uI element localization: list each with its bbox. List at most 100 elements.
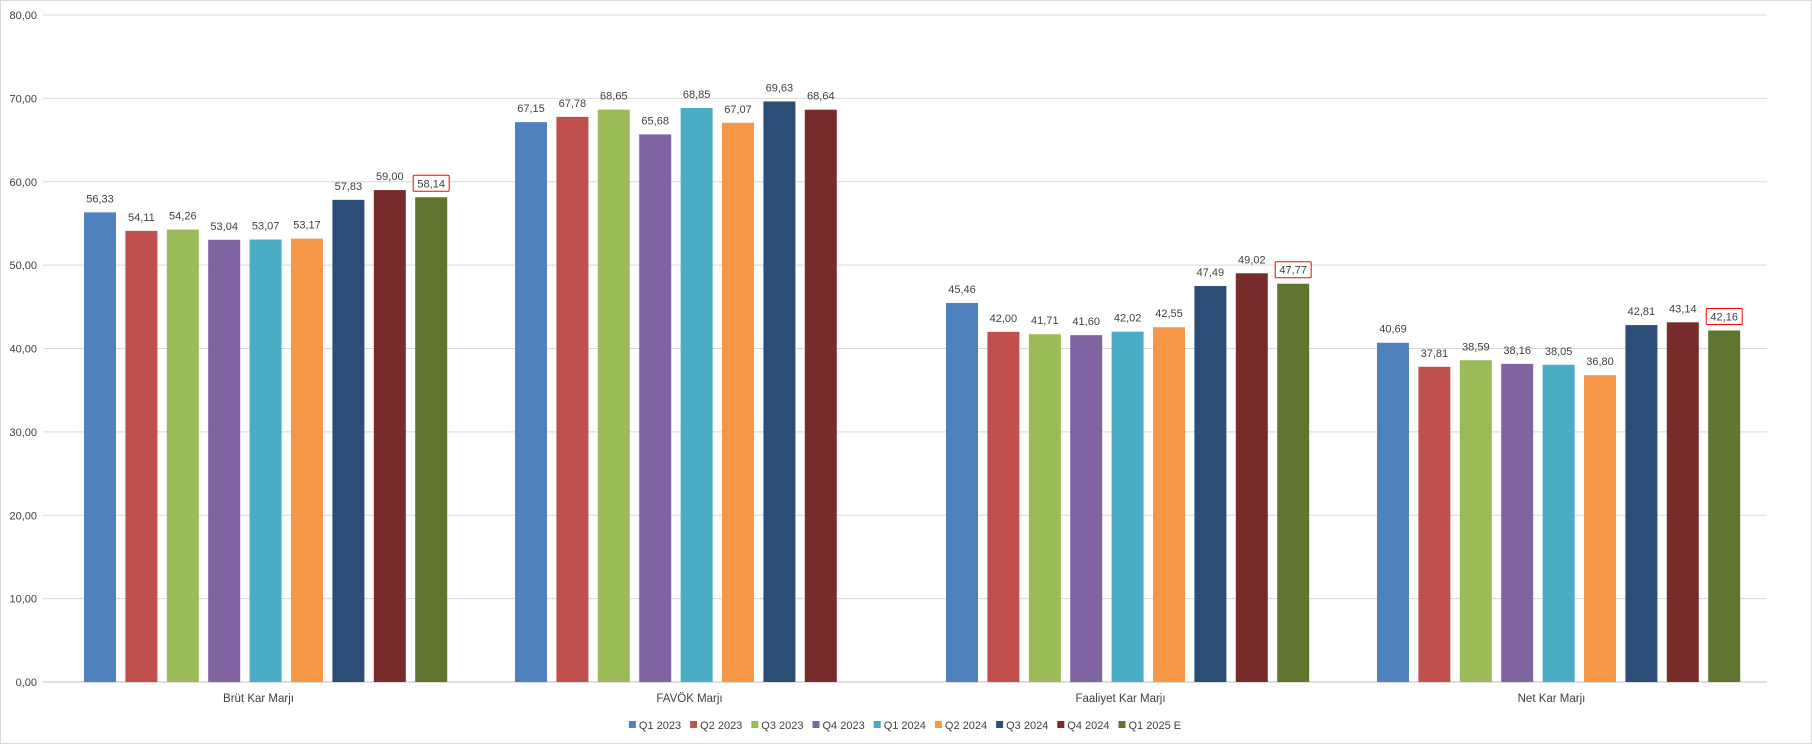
legend-label: Q2 2024: [945, 720, 987, 732]
legend-swatch: [1057, 721, 1065, 728]
data-label: 68,65: [600, 91, 628, 103]
legend-label: Q3 2024: [1006, 720, 1048, 732]
data-label: 41,71: [1031, 315, 1059, 327]
data-label: 37,81: [1421, 348, 1449, 360]
data-label: 41,60: [1072, 316, 1100, 328]
legend-swatch: [628, 721, 636, 728]
bar: [291, 238, 323, 682]
data-label: 69,63: [766, 82, 794, 94]
bar: [1111, 331, 1144, 682]
bar: [1666, 322, 1699, 682]
data-label: 53,17: [293, 220, 321, 232]
bar: [373, 190, 406, 682]
bar: [1459, 360, 1492, 682]
legend-swatch: [873, 721, 881, 728]
category-label: Brüt Kar Marjı: [223, 693, 294, 705]
data-label: 42,81: [1628, 306, 1656, 318]
category-label: Net Kar Marjı: [1518, 693, 1586, 705]
bar: [166, 229, 199, 683]
y-axis-ticks: 0,00 10,00 20,00 30,00 40,00 50,00 60,00 70,00 8…: [9, 10, 37, 689]
legend-label: Q1 2024: [884, 720, 926, 732]
data-label: 47,77: [1279, 265, 1307, 277]
legend-item: Q3 2023: [751, 720, 804, 732]
data-label: 57,83: [335, 181, 363, 193]
data-label: 68,64: [807, 91, 835, 103]
y-tick-label: 0,00: [16, 677, 37, 689]
bar: [556, 116, 589, 682]
legend-item: Q3 2024: [996, 720, 1048, 732]
data-label: 42,16: [1710, 311, 1738, 323]
bar: [515, 122, 547, 683]
data-label: 42,55: [1155, 308, 1183, 320]
bar: [763, 101, 796, 682]
bar: [722, 122, 754, 682]
data-label: 56,33: [86, 193, 114, 205]
bar: [1418, 366, 1451, 682]
data-label: 53,07: [252, 221, 280, 233]
bar: [332, 199, 365, 682]
y-tick-label: 10,00: [9, 594, 37, 606]
data-label: 47,49: [1197, 267, 1225, 279]
legend-label: Q4 2023: [823, 720, 865, 732]
legend-item: Q1 2024: [873, 720, 926, 732]
y-tick-label: 40,00: [9, 344, 37, 356]
data-label-box: [1274, 261, 1312, 279]
legend-label: Q4 2024: [1067, 720, 1109, 732]
bar: [639, 134, 672, 682]
bar: [1153, 327, 1185, 682]
data-label: 49,02: [1238, 254, 1266, 266]
bar: [804, 109, 837, 683]
legend-label: Q1 2023: [639, 720, 681, 732]
data-label: 54,26: [169, 211, 197, 223]
data-label-box: [1705, 307, 1743, 325]
data-label: 36,80: [1586, 356, 1614, 368]
data-label: 38,59: [1462, 341, 1490, 353]
legend-item: Q1 2023: [628, 720, 681, 732]
legend-label: Q1 2025 E: [1129, 720, 1182, 732]
data-label: 43,14: [1669, 303, 1697, 315]
bar: [1377, 342, 1409, 682]
data-label: 38,05: [1545, 346, 1573, 358]
legend-item: Q1 2025 E: [1118, 720, 1182, 732]
y-tick-label: 50,00: [9, 260, 37, 272]
legend-swatch: [934, 721, 942, 728]
bar: [84, 212, 116, 682]
bar: [1070, 335, 1103, 682]
data-label: 67,15: [517, 103, 545, 115]
bar: [1542, 364, 1575, 682]
bar: [1625, 325, 1658, 682]
y-tick-label: 70,00: [9, 93, 37, 105]
data-label: 65,68: [641, 115, 669, 127]
bar: [1235, 273, 1268, 682]
y-tick-label: 20,00: [9, 510, 37, 522]
legend-item: Q4 2024: [1057, 720, 1110, 732]
gridlines: [43, 14, 1767, 683]
legend-swatch: [690, 721, 698, 728]
bar: [249, 239, 282, 682]
bar: [597, 109, 630, 683]
legend-swatch: [1118, 721, 1126, 728]
bar: [1501, 363, 1534, 682]
data-label: 45,46: [948, 284, 976, 296]
bar: [1028, 334, 1061, 682]
data-labels: 56,33 67,15 45,46 40,69 54,11 67,78 42,00 37,81…: [86, 82, 1743, 368]
data-label-box: [412, 174, 450, 192]
data-label: 58,14: [417, 178, 445, 190]
data-label: 67,07: [724, 104, 752, 116]
data-label: 40,69: [1379, 324, 1407, 336]
legend-label: Q3 2023: [761, 720, 803, 732]
bar: [415, 197, 448, 682]
legend: Q1 2023 Q2 2023 Q3 2023 Q4 2023 Q1 2024 Q2 20…: [628, 720, 1182, 732]
y-tick-label: 30,00: [9, 427, 37, 439]
category-label: Faaliyet Kar Marjı: [1075, 693, 1165, 705]
legend-item: Q4 2023: [812, 720, 865, 732]
bars: [84, 101, 1741, 683]
bar: [946, 302, 978, 682]
category-label: FAVÖK Marjı: [656, 693, 722, 705]
bar: [125, 230, 158, 682]
data-label: 42,02: [1114, 313, 1142, 325]
data-label: 38,16: [1503, 345, 1531, 357]
y-tick-label: 60,00: [9, 177, 37, 189]
